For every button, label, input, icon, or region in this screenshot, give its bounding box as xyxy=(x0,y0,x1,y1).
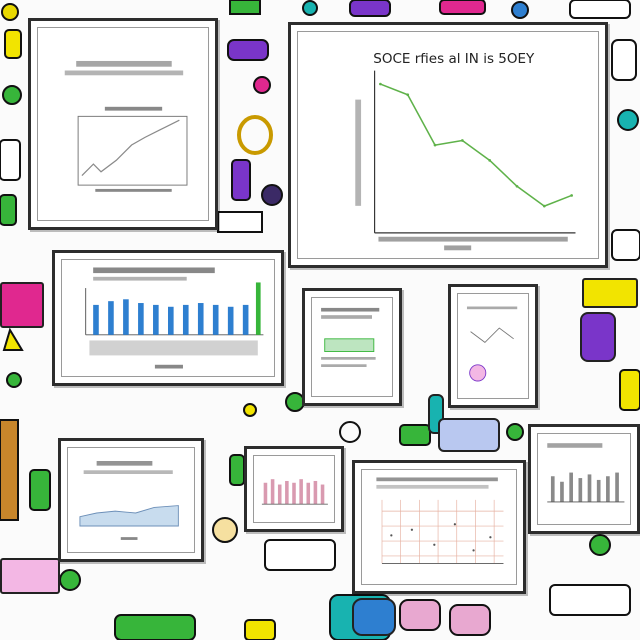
text-line xyxy=(466,306,518,310)
series-line-segment xyxy=(380,83,408,96)
text-line xyxy=(321,307,380,312)
series-line-segment xyxy=(489,159,518,187)
blue-marker-icon xyxy=(352,598,396,636)
pink-sticker-icon xyxy=(0,558,60,594)
series-point xyxy=(433,143,437,147)
x-axis-label xyxy=(444,245,472,251)
series-point xyxy=(570,194,573,197)
chart-caption xyxy=(83,470,173,474)
magenta-sticky-note-icon xyxy=(0,282,44,328)
small-line-chart xyxy=(64,60,188,192)
grid-chart-panel xyxy=(352,460,526,594)
series-line-segment xyxy=(516,185,545,207)
blue-bar-chart xyxy=(85,267,264,369)
series-point xyxy=(379,82,382,86)
paper-clip-icon xyxy=(438,418,500,452)
chart-caption xyxy=(376,477,498,482)
series-line-segment xyxy=(407,94,436,146)
x-axis-caption xyxy=(95,188,172,192)
x-axis-label xyxy=(120,537,138,540)
schematic-line xyxy=(470,327,514,344)
text-line xyxy=(321,357,376,360)
series-point xyxy=(488,159,492,162)
pink-bar-chart xyxy=(261,479,328,505)
pink-circle xyxy=(469,364,487,382)
chart-caption xyxy=(96,461,153,466)
chart-caption xyxy=(93,267,215,274)
area-chart xyxy=(79,461,179,540)
y-axis-label xyxy=(355,99,362,206)
series-line-segment xyxy=(434,139,463,146)
series-point xyxy=(460,139,464,142)
pink-bar-chart-panel xyxy=(244,446,344,532)
series-line-segment xyxy=(544,194,572,207)
highlight-box xyxy=(324,338,375,352)
document-page xyxy=(321,307,380,367)
text-line xyxy=(321,315,372,319)
x-tick-labels xyxy=(89,340,258,356)
data-line xyxy=(81,119,180,177)
caption-line xyxy=(76,60,172,67)
chart-panel-top-left xyxy=(28,18,218,230)
bar-series xyxy=(93,282,261,335)
plot-area xyxy=(77,115,188,186)
series-line-segment xyxy=(461,139,491,161)
bar-series xyxy=(263,479,325,505)
series-layer xyxy=(379,82,573,208)
main-line-chart: SOCE rfies al IN is 5OEY xyxy=(355,51,576,251)
purple-robot-icon xyxy=(580,312,616,362)
series-point xyxy=(515,184,519,188)
grey-bar-chart-panel xyxy=(528,424,640,534)
area-chart-panel xyxy=(58,438,204,562)
text-line xyxy=(321,364,367,367)
grey-bar-chart xyxy=(547,443,625,503)
main-chart-panel: SOCE rfies al IN is 5OEY xyxy=(288,22,608,268)
chart-caption xyxy=(547,443,603,448)
bar-chart-panel xyxy=(52,250,284,386)
yellow-sticky-note-icon xyxy=(582,278,638,308)
chart-caption xyxy=(104,106,163,111)
x-axis-label xyxy=(154,364,183,369)
grid-scatter-chart xyxy=(376,477,504,564)
scatter-points xyxy=(390,523,492,552)
series-point xyxy=(542,204,546,208)
chart-caption xyxy=(376,484,489,489)
area-series xyxy=(79,505,179,527)
chart-caption xyxy=(93,276,187,281)
series-point xyxy=(406,93,410,97)
x-tick-labels xyxy=(378,236,568,242)
caption-line xyxy=(64,70,184,76)
grid-lines xyxy=(381,499,504,564)
document-panel-mid xyxy=(302,288,402,406)
schematic-page xyxy=(466,306,518,382)
bar-series xyxy=(550,472,619,502)
document-panel-right xyxy=(448,284,538,408)
chart-title: SOCE rfies al IN is 5OEY xyxy=(373,51,535,67)
